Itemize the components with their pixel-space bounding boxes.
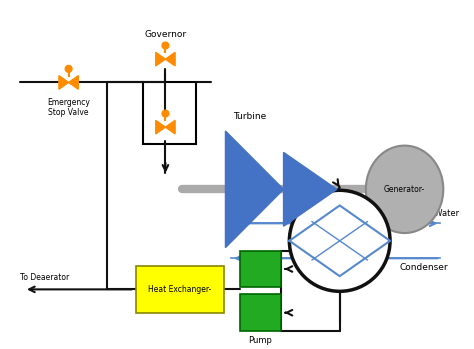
Polygon shape (59, 76, 69, 89)
Bar (240, 251, 281, 288)
Bar (143, 82, 196, 144)
Text: To Deaerator: To Deaerator (20, 273, 70, 282)
Bar (240, 294, 281, 331)
Circle shape (162, 110, 169, 117)
Polygon shape (165, 120, 175, 134)
Polygon shape (156, 120, 165, 134)
Text: Pump: Pump (248, 336, 272, 345)
Bar (137, 266, 224, 313)
Circle shape (162, 42, 169, 49)
Circle shape (289, 190, 390, 291)
Text: Heat Exchanger-: Heat Exchanger- (148, 285, 212, 294)
Polygon shape (69, 76, 78, 89)
Ellipse shape (366, 146, 443, 233)
Polygon shape (283, 153, 337, 226)
Polygon shape (156, 52, 165, 66)
Text: Generator-: Generator- (384, 185, 425, 194)
Polygon shape (165, 52, 175, 66)
Circle shape (65, 66, 72, 72)
Polygon shape (226, 131, 283, 247)
Text: Condenser: Condenser (400, 263, 448, 272)
Text: Emergency
Stop Valve: Emergency Stop Valve (47, 98, 90, 117)
Text: Governor: Governor (145, 30, 186, 39)
Text: Turbine: Turbine (233, 112, 266, 121)
Text: Cooling Water: Cooling Water (400, 209, 459, 218)
